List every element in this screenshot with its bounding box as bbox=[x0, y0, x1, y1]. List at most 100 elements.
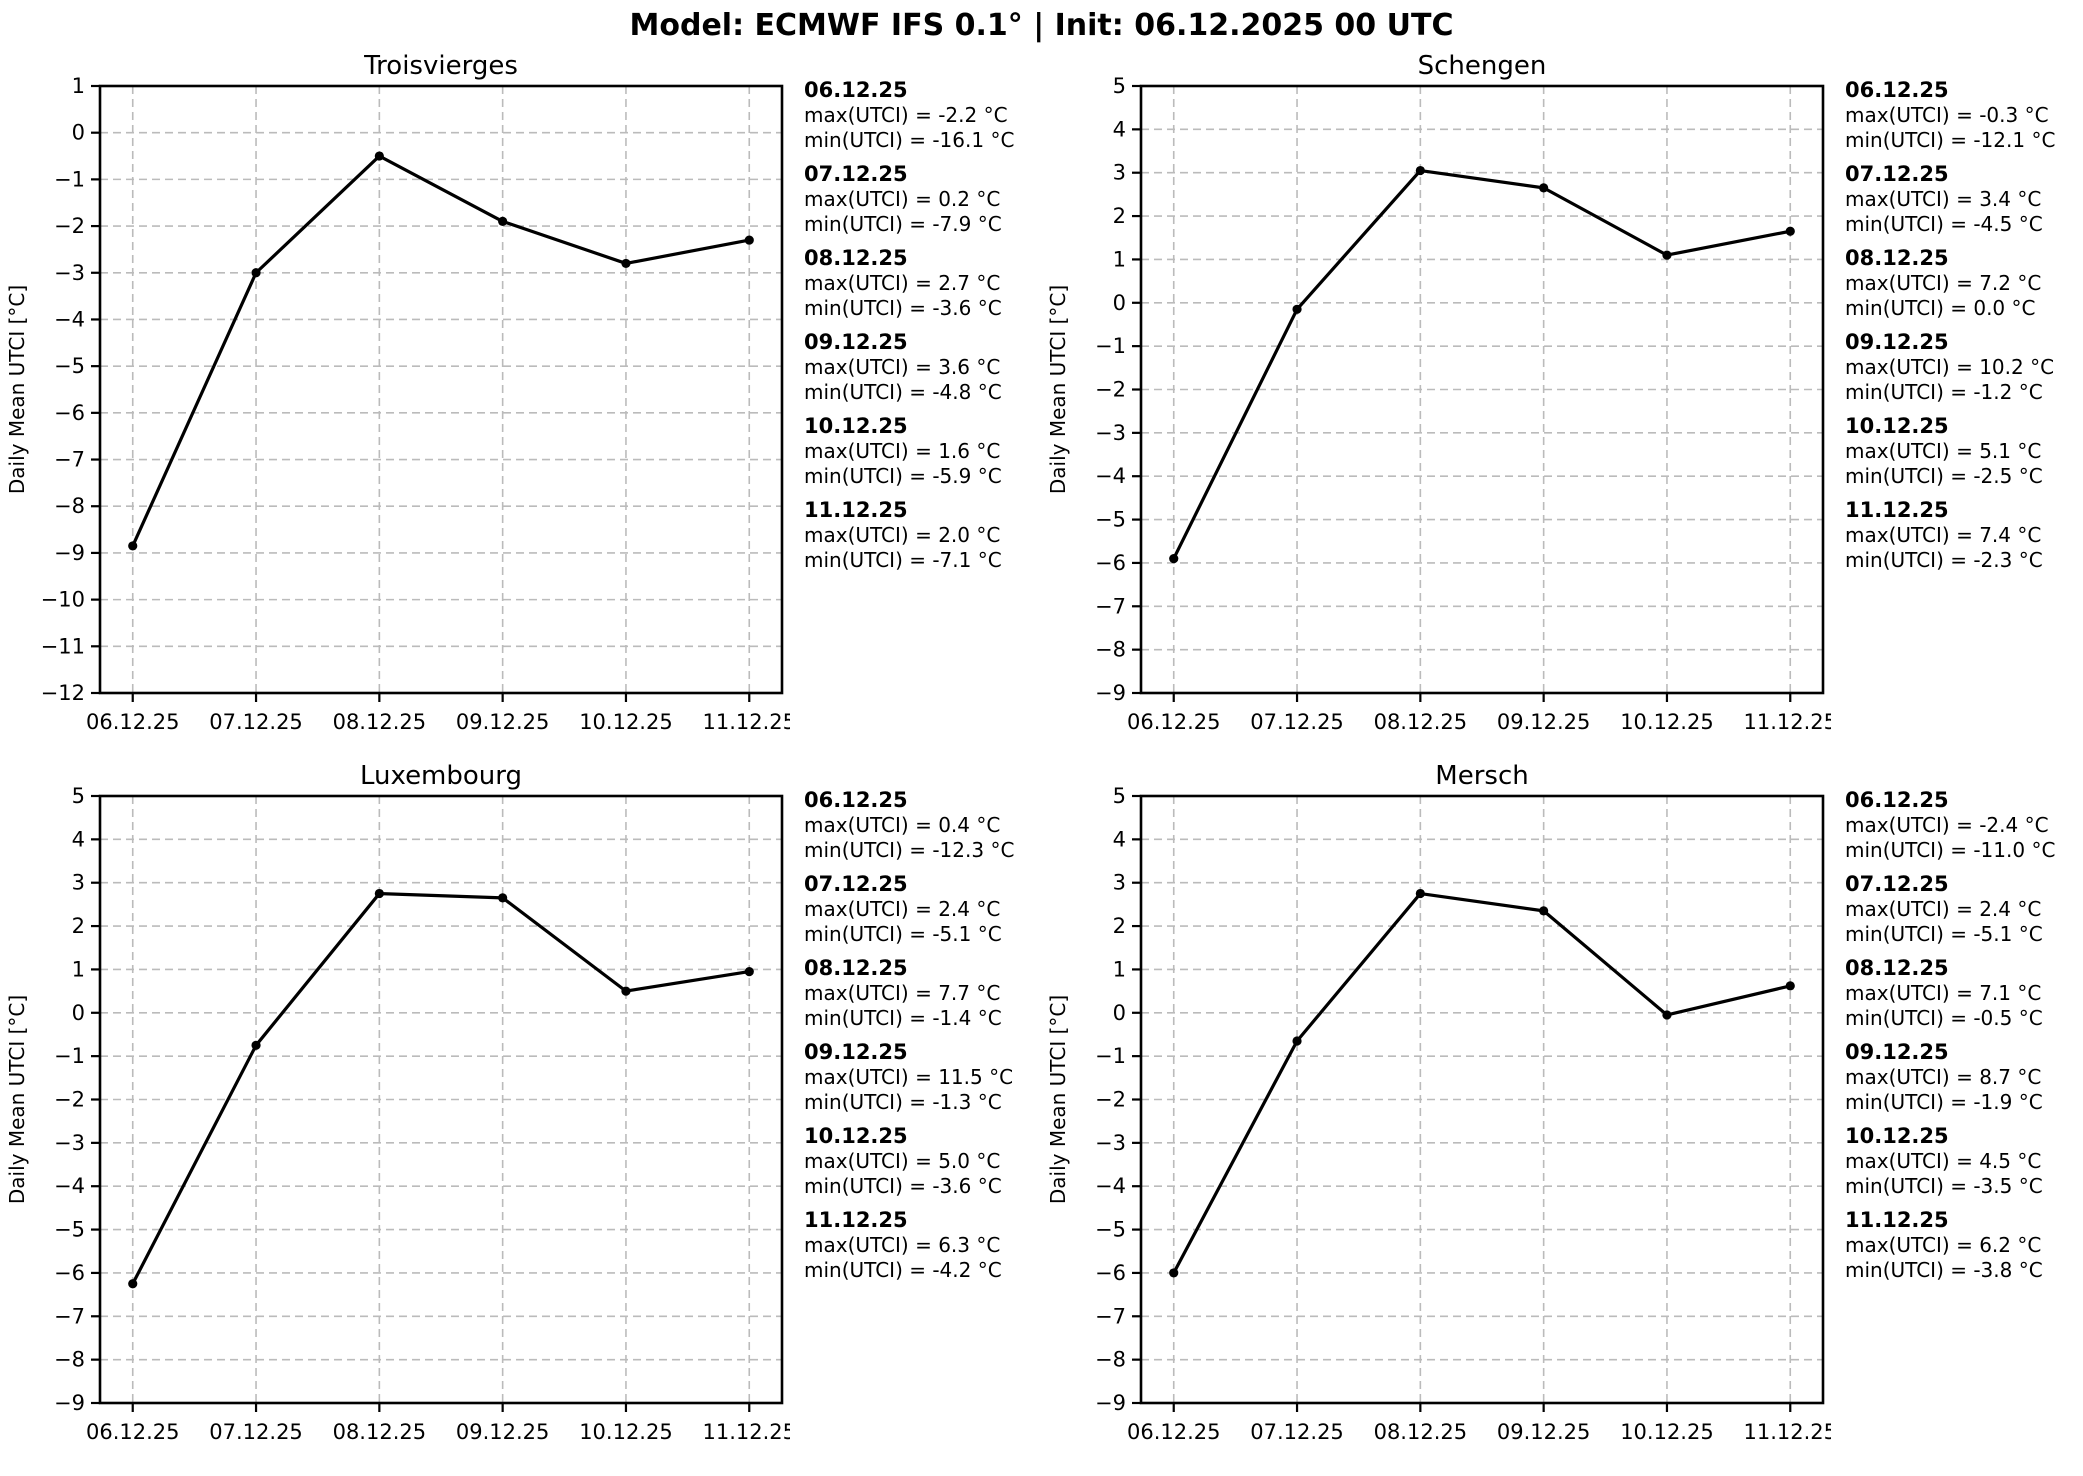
y-tick-label: 3 bbox=[72, 871, 85, 895]
annotation-max: max(UTCI) = 2.4 °C bbox=[1845, 897, 2042, 921]
annotation-block: 08.12.25 max(UTCI) = 2.7 °C min(UTCI) = -3… bbox=[804, 246, 1037, 321]
y-tick-label: −8 bbox=[54, 494, 85, 518]
axis-ticks bbox=[91, 84, 751, 702]
y-tick-label: −3 bbox=[54, 1131, 85, 1155]
annotation-min: min(UTCI) = -5.9 °C bbox=[804, 464, 1002, 488]
y-tick-label: 4 bbox=[1113, 827, 1126, 851]
y-tick-label: −4 bbox=[54, 1174, 85, 1198]
chart-title: Mersch bbox=[1435, 761, 1528, 791]
y-tick-label: −5 bbox=[54, 354, 85, 378]
annotation-block: 11.12.25 max(UTCI) = 7.4 °C min(UTCI) = -2… bbox=[1845, 498, 2079, 573]
annotation-date: 07.12.25 bbox=[804, 162, 908, 186]
y-tick-label: −8 bbox=[54, 1348, 85, 1372]
series-markers bbox=[1169, 888, 1795, 1278]
x-tick-label: 10.12.25 bbox=[1620, 710, 1714, 734]
y-tick-label: −4 bbox=[54, 307, 85, 331]
annotation-min: min(UTCI) = -4.8 °C bbox=[804, 380, 1002, 404]
annotation-block: 10.12.25 max(UTCI) = 5.0 °C min(UTCI) = -3… bbox=[804, 1124, 1037, 1199]
annotation-min: min(UTCI) = -4.5 °C bbox=[1845, 212, 2043, 236]
y-tick-label: −2 bbox=[1095, 1088, 1126, 1112]
x-tick-label: 08.12.25 bbox=[333, 710, 427, 734]
y-tick-label: 5 bbox=[72, 784, 85, 808]
y-tick-label: −6 bbox=[54, 401, 85, 425]
annotation-block: 09.12.25 max(UTCI) = 8.7 °C min(UTCI) = -1… bbox=[1845, 1040, 2079, 1115]
annotation-block: 06.12.25 max(UTCI) = -2.2 °C min(UTCI) = -… bbox=[804, 78, 1037, 153]
axis-tick-labels: −9 −8 −7 −6 −5 −4 −3 −2 −1 0 1 2 3 4 5 06.12.25 07.12.25… bbox=[1095, 784, 1831, 1444]
annotation-date: 09.12.25 bbox=[1845, 1040, 1949, 1064]
annotation-block: 11.12.25 max(UTCI) = 2.0 °C min(UTCI) = -7… bbox=[804, 498, 1037, 573]
y-tick-label: 0 bbox=[72, 1001, 85, 1025]
x-tick-label: 11.12.25 bbox=[1744, 1420, 1831, 1444]
annotation-date: 10.12.25 bbox=[804, 414, 908, 438]
annotation-max: max(UTCI) = 7.2 °C bbox=[1845, 271, 2042, 295]
y-tick-label: 1 bbox=[1113, 957, 1126, 981]
y-tick-label: 3 bbox=[1113, 871, 1126, 895]
y-tick-label: −11 bbox=[41, 634, 85, 658]
y-tick-label: 0 bbox=[1113, 1001, 1126, 1025]
annotation-date: 06.12.25 bbox=[804, 78, 908, 102]
annotation-min: min(UTCI) = -16.1 °C bbox=[804, 128, 1015, 152]
x-tick-label: 06.12.25 bbox=[86, 710, 180, 734]
axis-ticks bbox=[91, 794, 751, 1412]
annotation-min: min(UTCI) = -4.2 °C bbox=[804, 1258, 1002, 1282]
y-tick-label: −9 bbox=[54, 1391, 85, 1415]
annotation-date: 10.12.25 bbox=[804, 1124, 908, 1148]
annotation-block: 06.12.25 max(UTCI) = -2.4 °C min(UTCI) = -… bbox=[1845, 788, 2079, 863]
annotation-max: max(UTCI) = 2.4 °C bbox=[804, 897, 1001, 921]
annotation-max: max(UTCI) = 11.5 °C bbox=[804, 1065, 1014, 1089]
annotation-block: 09.12.25 max(UTCI) = 11.5 °C min(UTCI) = -… bbox=[804, 1040, 1037, 1115]
y-axis-label: Daily Mean UTCI [°C] bbox=[5, 285, 29, 494]
annotation-column: 06.12.25 max(UTCI) = 0.4 °C min(UTCI) = -1… bbox=[790, 758, 1041, 1292]
annotation-max: max(UTCI) = 10.2 °C bbox=[1845, 355, 2055, 379]
chart-panel-troisvierges: −12 −11 −10 −9 −8 −7 −6 −5 −4 −3 −2 −1 0 1 06.12.25 07.… bbox=[0, 48, 1041, 758]
data-point bbox=[1539, 183, 1549, 193]
annotation-date: 11.12.25 bbox=[1845, 1208, 1949, 1232]
plot-border bbox=[1139, 794, 1825, 1405]
x-tick-label: 08.12.25 bbox=[333, 1420, 427, 1444]
y-tick-label: −3 bbox=[54, 261, 85, 285]
y-tick-label: −9 bbox=[1095, 681, 1126, 705]
annotation-max: max(UTCI) = 8.7 °C bbox=[1845, 1065, 2042, 1089]
y-tick-label: −5 bbox=[1095, 1218, 1126, 1242]
annotation-date: 08.12.25 bbox=[1845, 956, 1949, 980]
x-tick-label: 10.12.25 bbox=[1620, 1420, 1714, 1444]
annotation-date: 09.12.25 bbox=[804, 1040, 908, 1064]
charts-grid: −12 −11 −10 −9 −8 −7 −6 −5 −4 −3 −2 −1 0 1 06.12.25 07.… bbox=[0, 48, 2083, 1468]
chart-panel-schengen: −9 −8 −7 −6 −5 −4 −3 −2 −1 0 1 2 3 4 5 06.12.25 07.12.25… bbox=[1041, 48, 2083, 758]
x-tick-label: 11.12.25 bbox=[1744, 710, 1831, 734]
annotation-min: min(UTCI) = -3.6 °C bbox=[804, 296, 1002, 320]
series-line bbox=[1172, 891, 1792, 1275]
axis-tick-labels: −9 −8 −7 −6 −5 −4 −3 −2 −1 0 1 2 3 4 5 06.12.25 07.12.25… bbox=[54, 784, 790, 1444]
data-point bbox=[374, 888, 384, 899]
annotation-date: 07.12.25 bbox=[1845, 872, 1949, 896]
y-tick-label: −6 bbox=[54, 1261, 85, 1285]
annotation-min: min(UTCI) = -0.5 °C bbox=[1845, 1006, 2043, 1030]
annotation-date: 06.12.25 bbox=[1845, 78, 1949, 102]
annotation-min: min(UTCI) = -1.9 °C bbox=[1845, 1090, 2043, 1114]
data-point bbox=[744, 235, 754, 245]
x-tick-label: 09.12.25 bbox=[456, 1420, 550, 1444]
y-tick-label: 4 bbox=[72, 827, 85, 851]
y-tick-label: −8 bbox=[1095, 1348, 1126, 1372]
annotation-date: 11.12.25 bbox=[1845, 498, 1949, 522]
x-tick-label: 08.12.25 bbox=[1374, 710, 1468, 734]
y-tick-label: −7 bbox=[1095, 594, 1126, 618]
data-point bbox=[1785, 226, 1795, 236]
annotation-max: max(UTCI) = 4.5 °C bbox=[1845, 1149, 2042, 1173]
y-tick-label: −4 bbox=[1095, 464, 1126, 488]
annotation-min: min(UTCI) = -1.4 °C bbox=[804, 1006, 1002, 1030]
y-tick-label: 0 bbox=[72, 121, 85, 145]
series-line bbox=[131, 154, 751, 548]
annotation-date: 08.12.25 bbox=[804, 246, 908, 270]
annotation-date: 08.12.25 bbox=[1845, 246, 1949, 270]
annotation-block: 10.12.25 max(UTCI) = 5.1 °C min(UTCI) = -2… bbox=[1845, 414, 2079, 489]
data-point bbox=[1662, 250, 1672, 260]
y-tick-label: −9 bbox=[1095, 1391, 1126, 1415]
axis-ticks bbox=[1132, 794, 1792, 1412]
data-point bbox=[744, 966, 754, 977]
annotation-min: min(UTCI) = -11.0 °C bbox=[1845, 838, 2056, 862]
y-tick-label: 3 bbox=[1113, 161, 1126, 185]
